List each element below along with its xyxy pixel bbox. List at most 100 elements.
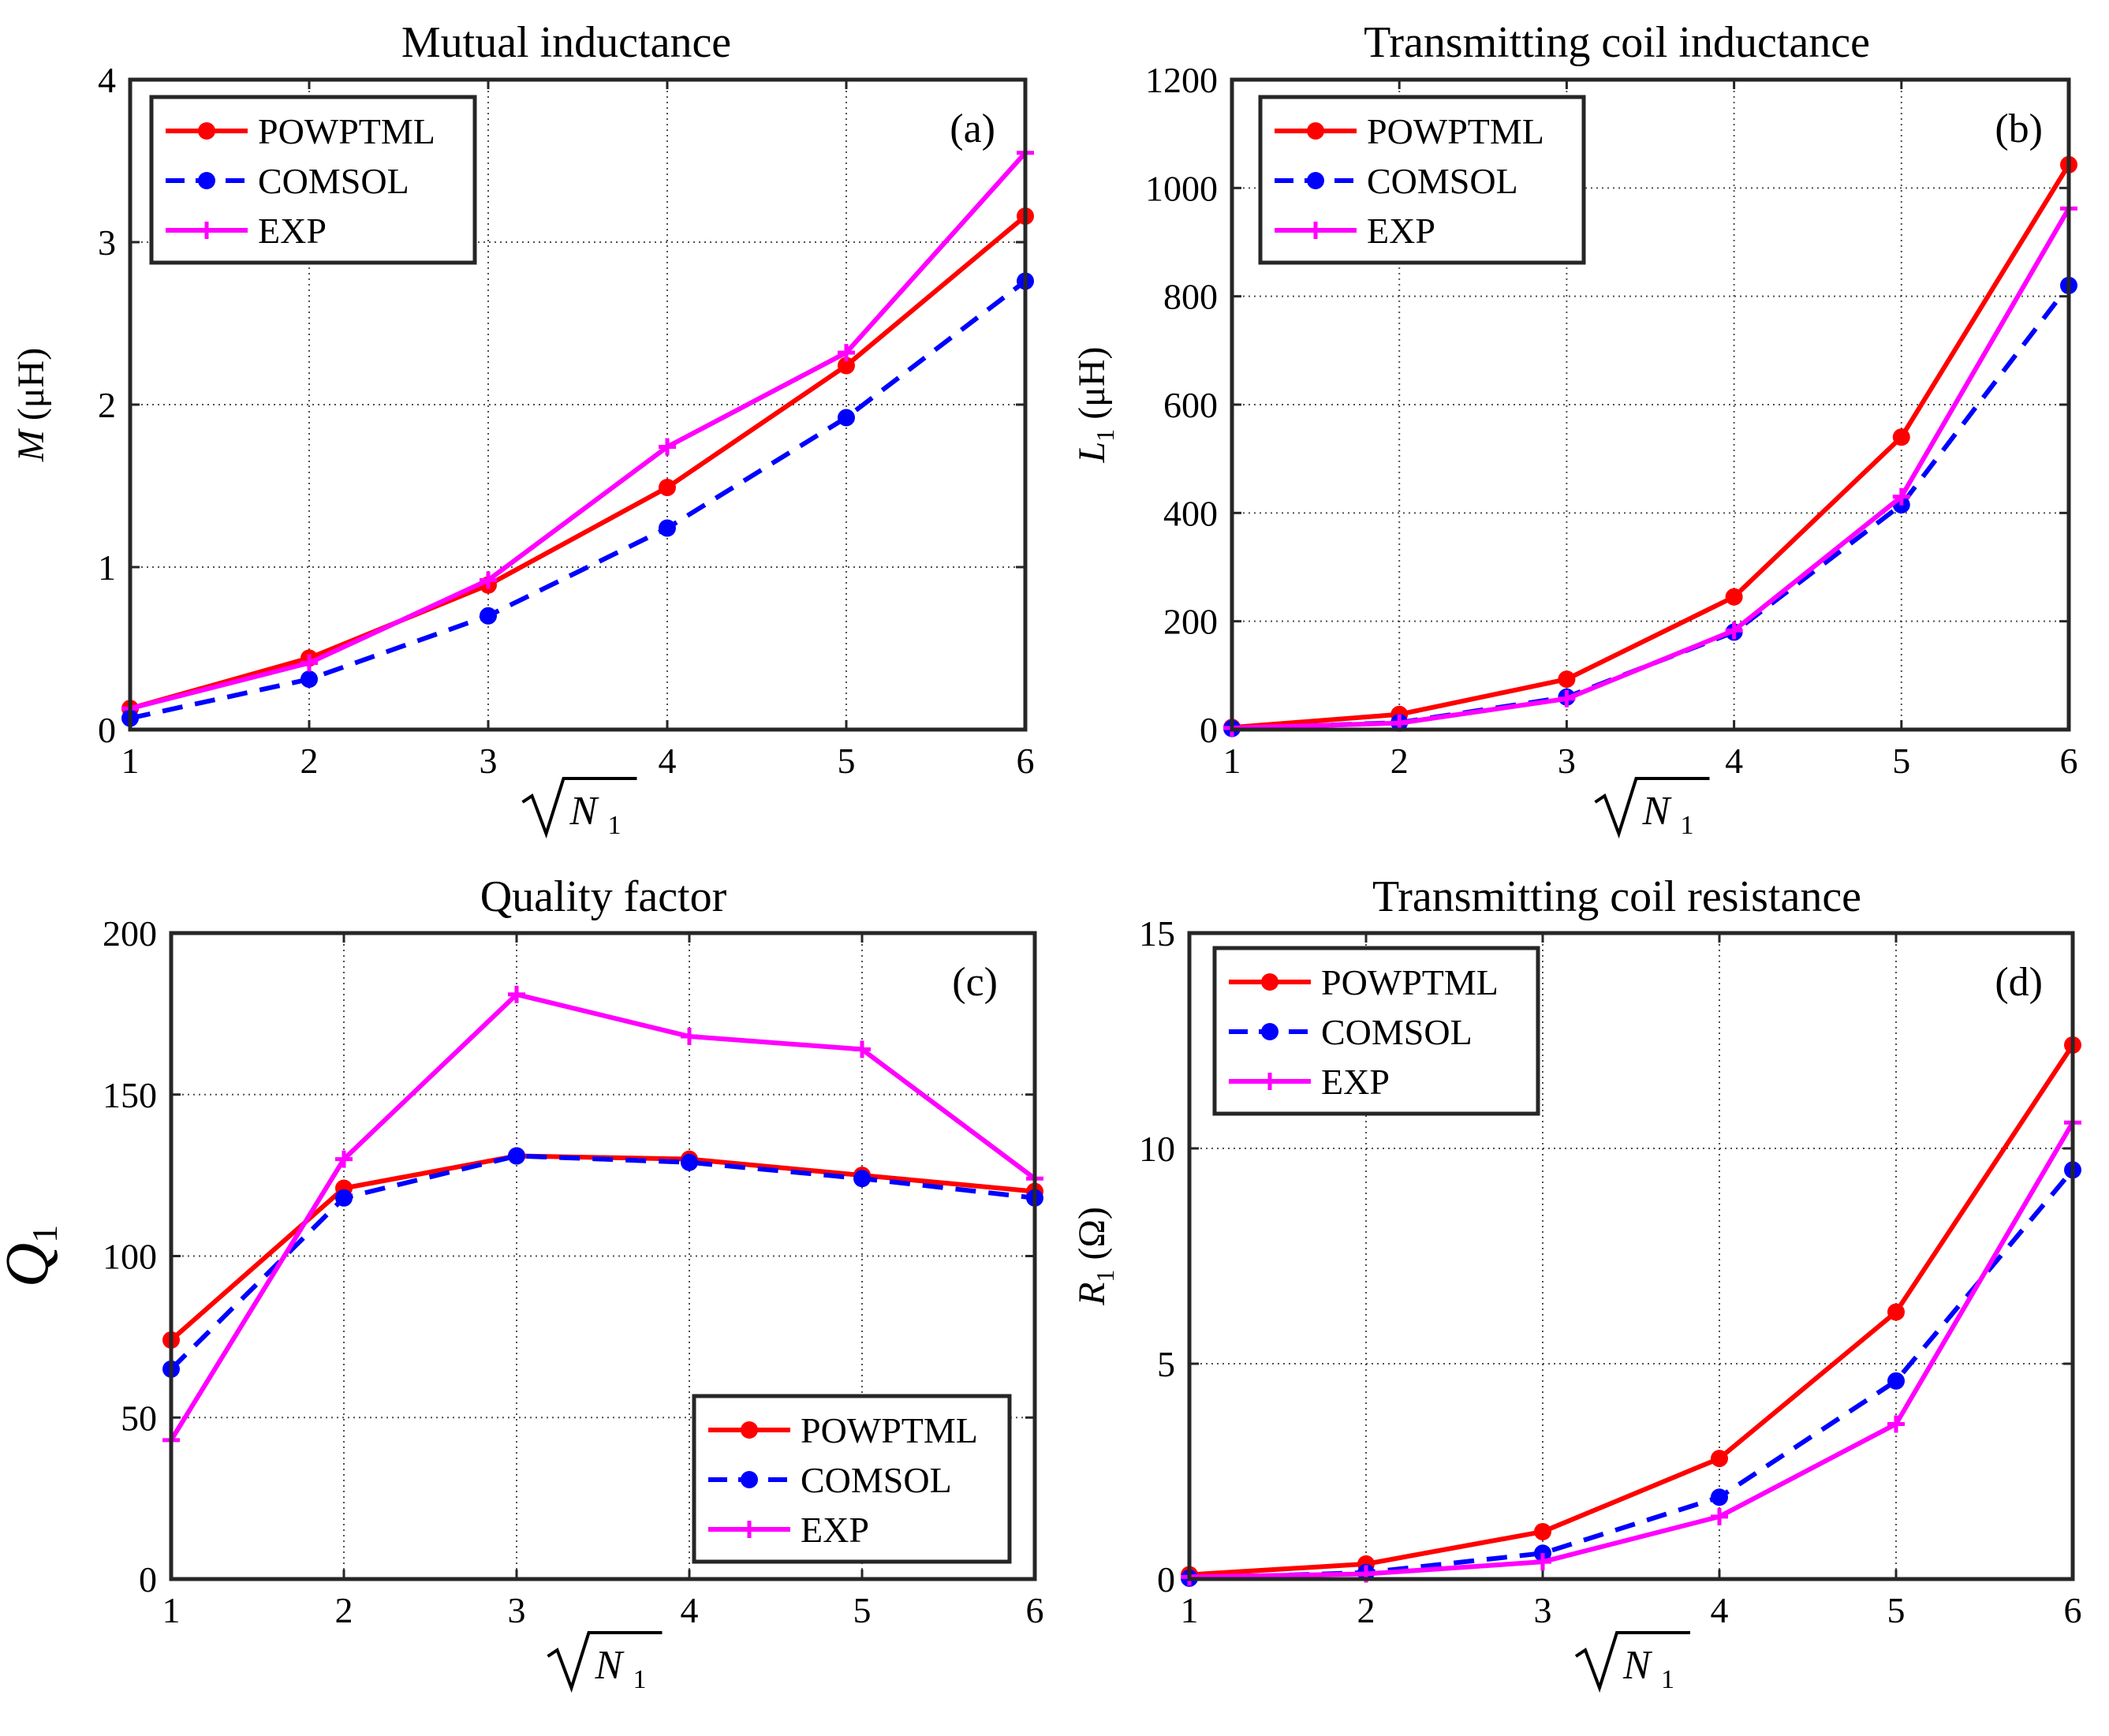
x-axis-subscript: 1	[633, 1665, 647, 1694]
legend-label: EXP	[801, 1510, 869, 1550]
data-point	[335, 1150, 353, 1168]
series-line	[1231, 207, 2071, 730]
legend-label: COMSOL	[801, 1460, 952, 1500]
y-tick-label: 400	[1163, 493, 1218, 533]
series-comsol	[162, 1147, 1043, 1378]
data-point	[480, 607, 497, 625]
x-tick-label: 6	[1026, 1590, 1044, 1630]
y-tick-label: 100	[103, 1237, 157, 1277]
x-axis-subscript: 1	[608, 811, 622, 840]
x-tick-label: 5	[1892, 741, 1910, 781]
y-tick-label: 0	[98, 710, 116, 750]
y-axis-label: Q1	[0, 1225, 65, 1287]
data-point	[838, 344, 855, 362]
y-axis-variable: R	[1071, 1282, 1113, 1306]
legend: POWPTML COMSOL EXP	[1212, 946, 1540, 1116]
sqrt-symbol	[1574, 1631, 1690, 1693]
series-comsol	[1223, 276, 2077, 737]
series-exp	[1223, 200, 2077, 737]
series-line	[1189, 1121, 2075, 1580]
sqrt-symbol	[1594, 777, 1710, 839]
x-axis-subscript: 1	[1681, 811, 1694, 840]
y-tick-label: 0	[1200, 710, 1218, 750]
legend-label: POWPTML	[258, 111, 435, 151]
chart-panel-d: 1 2 3 4 5 6 0 5 10 15 Transmitting coil resistance…	[1071, 872, 2082, 1694]
series-powptml	[121, 207, 1034, 718]
x-tick-label: 6	[2064, 1590, 2082, 1630]
y-axis-subscript: 1	[1091, 1270, 1119, 1282]
data-point	[1725, 622, 1743, 640]
data-point	[659, 479, 676, 497]
x-tick-label: 2	[1357, 1590, 1376, 1630]
series-line	[1231, 163, 2071, 730]
axes-box	[169, 931, 1037, 1581]
x-tick-label: 5	[853, 1590, 872, 1630]
y-tick-label: 1	[98, 547, 116, 588]
series-line	[1189, 1043, 2075, 1577]
y-tick-label: 2	[98, 385, 116, 425]
legend: POWPTML COMSOL EXP	[149, 95, 477, 265]
x-tick-label: 6	[1017, 741, 1035, 781]
y-tick-label: 3	[98, 222, 116, 263]
data-point	[1534, 1553, 1551, 1571]
data-point	[659, 519, 676, 537]
data-point	[480, 571, 497, 589]
series-line	[129, 151, 1028, 711]
data-point	[853, 1170, 871, 1188]
data-point	[681, 1028, 698, 1046]
x-tick-label: 4	[1725, 741, 1743, 781]
y-tick-label: 800	[1163, 277, 1218, 317]
series-line	[129, 214, 1027, 711]
y-axis-label: M (μH)	[10, 348, 52, 462]
y-axis-unit: (μH)	[1071, 346, 1113, 419]
x-tick-label: 3	[1534, 1590, 1552, 1630]
x-tick-label: 5	[838, 741, 856, 781]
axes-box	[1230, 77, 2071, 732]
y-tick-label: 15	[1139, 913, 1175, 954]
y-axis-variable: L	[1071, 442, 1113, 464]
x-tick-label: 1	[121, 741, 140, 781]
y-tick-label: 50	[121, 1398, 157, 1438]
x-tick-label: 3	[508, 1590, 526, 1630]
chart-panel-b: 1 2 3 4 5 6 0 200 400 600 800 1000 1200 Transmitting …	[1071, 18, 2078, 840]
legend-marker	[1307, 222, 1324, 239]
y-axis-variable: Q	[0, 1243, 61, 1287]
data-point	[853, 1040, 871, 1058]
x-tick-label: 2	[335, 1590, 353, 1630]
x-tick-label: 4	[1711, 1590, 1729, 1630]
data-point	[1892, 487, 1910, 506]
legend-marker	[741, 1521, 758, 1538]
y-tick-label: 1000	[1145, 168, 1218, 208]
x-tick-label: 3	[480, 741, 498, 781]
chart-title: Transmitting coil inductance	[1364, 18, 1870, 67]
data-point	[838, 357, 855, 375]
legend-label: POWPTML	[1367, 111, 1544, 151]
y-axis-subscript: 1	[1091, 429, 1119, 442]
x-tick-label: 2	[1390, 741, 1409, 781]
x-tick-label: 4	[681, 1590, 699, 1630]
data-point	[1711, 1488, 1728, 1506]
data-point	[659, 438, 676, 456]
series-line	[169, 991, 1036, 1442]
y-tick-label: 10	[1139, 1129, 1175, 1169]
y-tick-label: 150	[103, 1075, 157, 1115]
panel-label: (a)	[950, 106, 995, 151]
y-tick-label: 1200	[1145, 60, 1218, 100]
series-line	[129, 279, 1027, 721]
data-point	[681, 1153, 698, 1171]
y-axis-label: R1 (Ω)	[1071, 1207, 1119, 1306]
y-tick-label: 0	[139, 1559, 157, 1600]
legend-marker	[198, 222, 215, 239]
data-point	[1725, 588, 1743, 606]
legend-marker	[741, 1421, 758, 1439]
data-point	[1711, 1450, 1728, 1468]
x-axis-variable: N	[1622, 1643, 1653, 1688]
y-tick-label: 200	[1163, 602, 1218, 642]
chart-title: Quality factor	[480, 872, 727, 921]
data-point	[1534, 1522, 1551, 1540]
x-axis-variable: N	[595, 1643, 625, 1688]
